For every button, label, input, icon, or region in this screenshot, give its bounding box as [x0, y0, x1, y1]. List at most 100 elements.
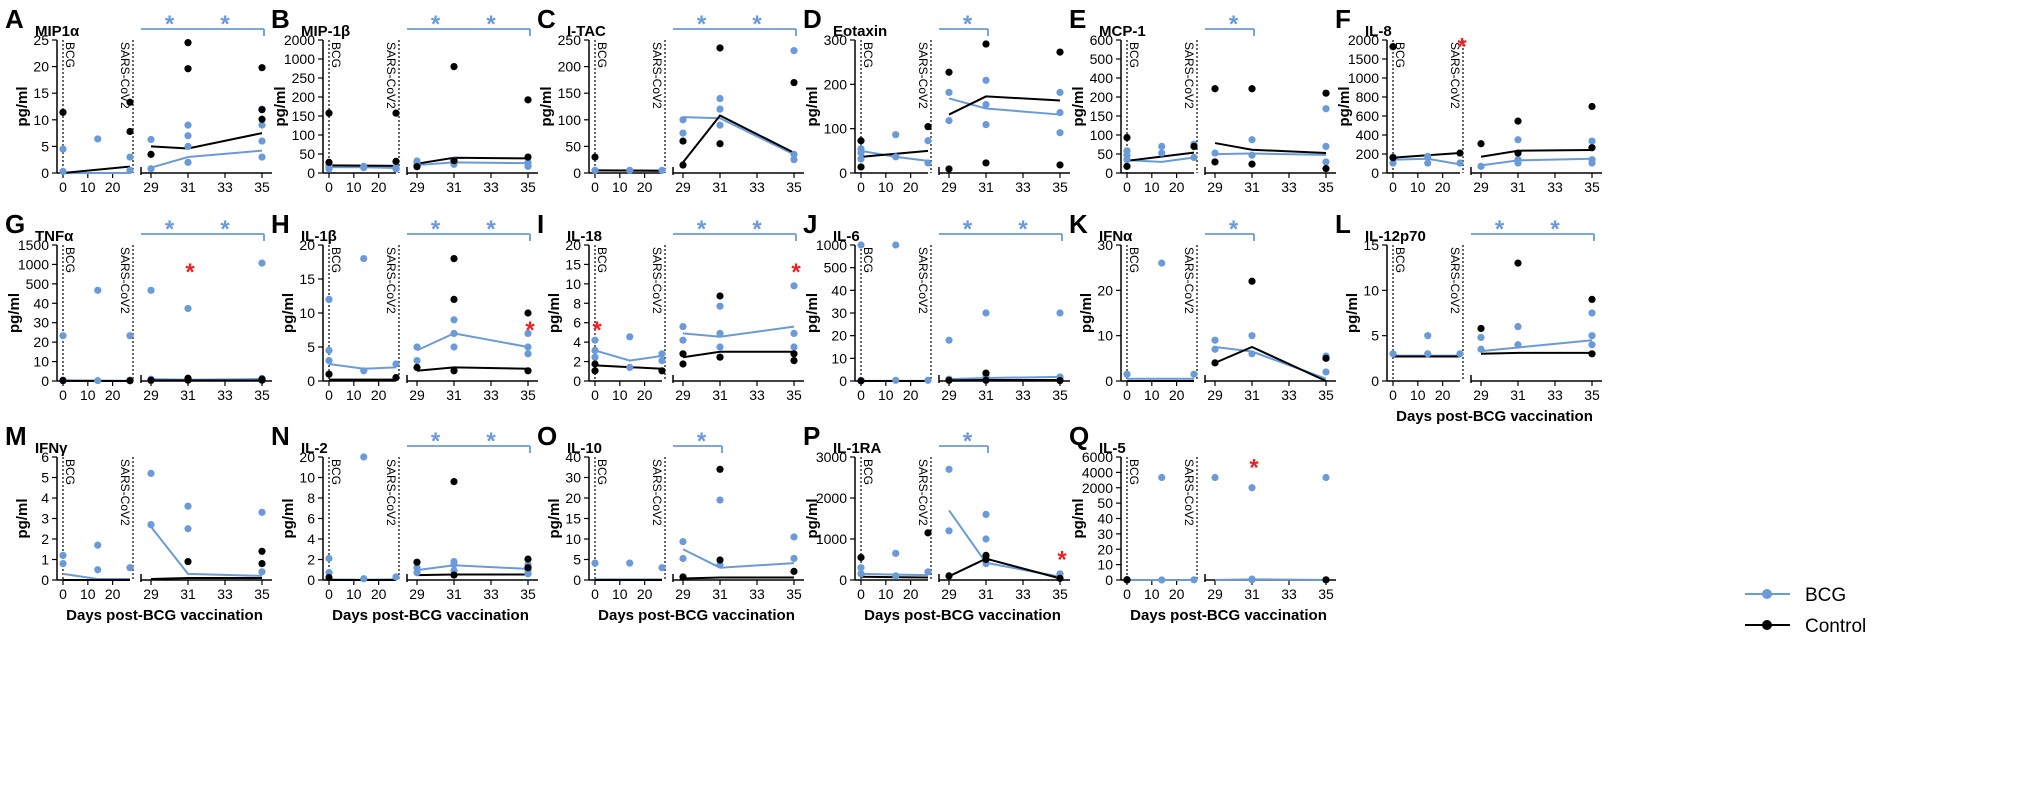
y-axis-label: pg/ml	[546, 499, 563, 539]
bcg-data-point	[325, 295, 333, 303]
bcg-marker-label: BCG	[1127, 459, 1141, 485]
bcg-data-point	[1248, 484, 1256, 492]
panel-label: D	[803, 4, 822, 34]
y-tick-label: 20	[565, 490, 581, 506]
y-tick-label: 2000	[816, 490, 847, 506]
x-tick-label: 0	[59, 586, 67, 602]
x-tick-label: 0	[1123, 586, 1131, 602]
bcg-data-point	[679, 116, 687, 124]
x-axis-label: Days post-BCG vaccination	[66, 607, 263, 624]
bcg-data-point	[892, 376, 900, 384]
y-tick-label: 2	[307, 552, 315, 568]
bcg-data-point	[679, 323, 687, 331]
significance-star: *	[431, 428, 441, 455]
panel-title: IL-2	[301, 440, 328, 457]
bcg-data-point	[924, 376, 932, 384]
control-series-line	[150, 132, 263, 150]
x-tick-label: 29	[941, 387, 957, 403]
bcg-data-point	[982, 510, 990, 518]
x-tick-label: 0	[591, 387, 599, 403]
y-tick-label: 2000	[284, 32, 315, 48]
control-series-line	[150, 576, 262, 580]
x-tick-label: 33	[1547, 179, 1563, 195]
control-data-point	[325, 573, 333, 582]
bcg-series-line	[1214, 152, 1327, 156]
bcg-data-point	[258, 121, 266, 129]
control-data-point	[1211, 158, 1219, 166]
control-series-line	[1126, 151, 1195, 162]
y-tick-label: 500	[26, 276, 50, 292]
y-tick-label: 600	[1090, 32, 1114, 48]
panel-label: N	[271, 421, 290, 451]
panel-title: I-TAC	[567, 23, 606, 40]
x-tick-label: 31	[1510, 387, 1526, 403]
control-data-point	[716, 292, 724, 300]
y-tick-label: 150	[558, 85, 582, 101]
bcg-series-line	[1480, 157, 1593, 167]
x-tick-label: 33	[483, 179, 499, 195]
bcg-data-point	[1389, 350, 1397, 358]
bcg-series-line	[682, 116, 795, 156]
bcg-data-point	[1322, 105, 1330, 113]
control-data-point	[679, 137, 687, 145]
panel-title: IFNγ	[35, 440, 68, 457]
legend-control-label: Control	[1805, 616, 1866, 637]
x-tick-label: 20	[1435, 179, 1451, 195]
bcg-data-point	[892, 153, 900, 161]
y-axis-label: pg/ml	[1344, 293, 1361, 333]
significance-star: *	[752, 216, 762, 243]
panel-m: M IFNγ 0 1 2 3 4 5 6 pg/ml 0 10 20 29 31 33 35 BCG SARS-Co…	[5, 421, 272, 624]
control-data-point	[413, 558, 421, 566]
panel-title: TNFα	[35, 228, 74, 245]
control-data-point	[679, 573, 687, 581]
y-tick-label: 8	[573, 295, 581, 311]
control-series-line	[948, 557, 1061, 580]
bcg-data-point	[325, 357, 333, 365]
bcg-data-point	[982, 100, 990, 109]
control-data-point	[982, 376, 990, 384]
bcg-data-point	[924, 568, 932, 576]
y-tick-label: 10	[299, 470, 315, 486]
y-axis-label: pg/ml	[14, 499, 31, 539]
y-tick-label: 100	[558, 112, 582, 128]
y-tick-label: 20	[1097, 541, 1113, 557]
significance-star: *	[752, 11, 762, 38]
control-data-point	[1211, 85, 1219, 93]
control-data-point	[857, 163, 865, 171]
y-tick-label: 1000	[284, 51, 315, 67]
y-tick-label: 10	[565, 276, 581, 292]
y-tick-label: 10	[1097, 557, 1113, 573]
control-series-line	[1480, 351, 1592, 355]
bcg-data-point	[1211, 149, 1219, 157]
control-data-point	[716, 44, 724, 52]
x-tick-label: 33	[1015, 586, 1031, 602]
bcg-data-point	[716, 343, 724, 351]
y-tick-label: 2000	[1348, 32, 1379, 48]
bcg-marker-label: BCG	[63, 42, 77, 68]
sars-marker-label: SARS-CoV2	[650, 42, 664, 109]
panel-h: H IL-1β 0 5 10 15 20 pg/ml 0 10 20 29 31 33 35 BCG SARS-…	[271, 209, 538, 403]
control-data-point	[258, 106, 266, 114]
control-data-point	[1389, 43, 1397, 51]
x-tick-label: 0	[857, 586, 865, 602]
panel-c: C I-TAC 0 50 100 150 200 250 pg/ml 0 10 20 29 31 33 35 B…	[537, 4, 804, 195]
y-tick-label: 30	[1097, 526, 1113, 542]
panel-l: L IL-12p70 0 5 10 15 pg/ml 0 10 20 29 31 33 35 BCG SARS…	[1335, 209, 1602, 425]
y-axis-label: pg/ml	[546, 293, 563, 333]
y-tick-label: 20	[1097, 282, 1113, 298]
y-axis-label: pg/ml	[14, 87, 31, 127]
bcg-data-point	[1248, 136, 1256, 144]
bcg-data-point	[1211, 336, 1219, 344]
bcg-data-point	[147, 286, 155, 294]
bcg-data-point	[1514, 159, 1522, 167]
x-tick-label: 33	[749, 586, 765, 602]
control-data-point	[392, 374, 400, 382]
y-tick-label: 250	[558, 32, 582, 48]
bcg-data-point	[591, 346, 599, 354]
sars-marker-label: SARS-CoV2	[1448, 42, 1462, 109]
bcg-data-point	[450, 329, 458, 337]
control-data-point	[1211, 359, 1219, 367]
control-data-point	[524, 309, 532, 317]
panel-f: F IL-8 0 200 400 600 800 1000 1500 2000 pg/ml 0 10 20…	[1335, 4, 1602, 195]
